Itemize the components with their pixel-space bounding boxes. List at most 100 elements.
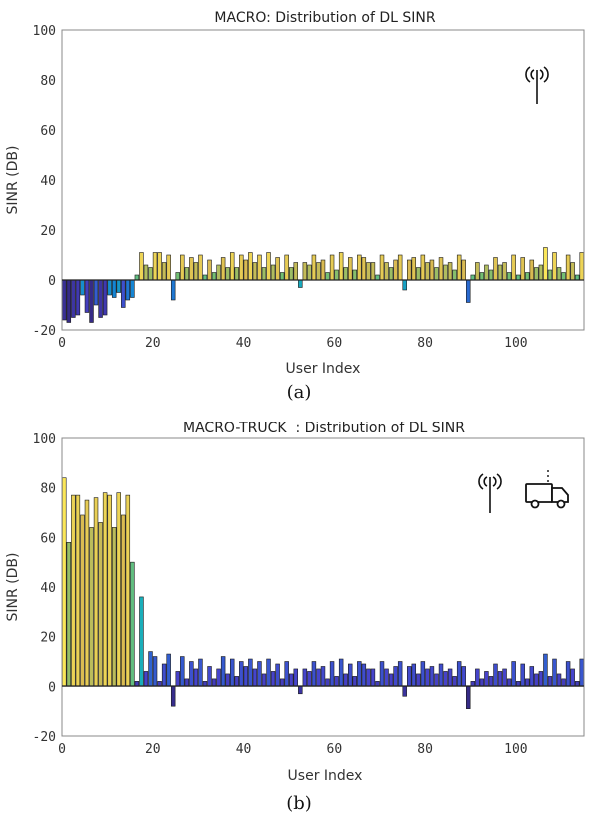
bar-37	[225, 267, 230, 281]
bar-1	[62, 477, 67, 687]
bar-46	[266, 252, 271, 281]
bar-86	[447, 262, 453, 281]
x-tick-label: 80	[417, 336, 433, 351]
bar-17	[134, 274, 140, 281]
bar-70	[375, 274, 380, 281]
bar-36	[220, 656, 226, 687]
bar-2	[66, 542, 72, 687]
chart-b-title: MACRO-TRUCK : Distribution of DL SINR	[183, 422, 465, 436]
bar-69	[370, 262, 376, 281]
bar-85	[443, 671, 448, 687]
chart-b-bars	[62, 477, 584, 709]
bar-111	[561, 272, 566, 281]
bar-49	[279, 272, 285, 281]
y-tick-label: 40	[40, 174, 56, 189]
bar-99	[506, 272, 512, 281]
bar-45	[261, 267, 267, 281]
bar-40	[239, 661, 244, 687]
bar-41	[243, 259, 249, 281]
bar-97	[497, 264, 503, 281]
bar-84	[438, 257, 444, 281]
bar-48	[275, 257, 280, 281]
bar-108	[547, 269, 553, 281]
bar-5	[80, 514, 85, 687]
bar-82	[429, 259, 435, 281]
bar-85	[443, 264, 448, 281]
bar-115	[579, 252, 584, 281]
antenna-icon	[525, 66, 549, 104]
bar-4	[75, 494, 81, 687]
bar-10	[102, 492, 108, 687]
chart-b-ylabel: SINR (DB)	[5, 553, 21, 622]
bar-84	[438, 663, 444, 687]
bar-95	[488, 269, 494, 281]
bar-12	[111, 527, 117, 687]
bar-28	[184, 267, 190, 281]
y-tick-label: -20	[33, 730, 56, 745]
bar-53	[298, 279, 303, 288]
bar-35	[216, 668, 221, 687]
bar-81	[425, 262, 430, 281]
chart-b-xlabel: User Index	[288, 768, 363, 784]
bar-93	[479, 272, 485, 281]
bar-10	[102, 279, 108, 316]
bar-68	[366, 668, 371, 687]
bar-20	[148, 267, 153, 281]
bar-109	[552, 658, 557, 687]
bar-105	[534, 673, 539, 687]
bar-75	[397, 661, 403, 687]
bar-19	[143, 264, 149, 281]
bar-44	[257, 661, 262, 687]
chart-a-bars	[62, 247, 584, 323]
bar-105	[534, 267, 539, 281]
bar-27	[180, 656, 185, 687]
bar-18	[139, 596, 144, 687]
bar-104	[529, 666, 535, 687]
bar-97	[497, 671, 503, 687]
bar-88	[456, 661, 462, 687]
bar-7	[89, 527, 94, 687]
y-tick-label: 80	[40, 74, 56, 89]
bar-8	[93, 279, 99, 306]
bar-44	[257, 254, 262, 281]
bar-80	[420, 254, 426, 281]
x-tick-label: 0	[58, 742, 66, 757]
bar-31	[198, 254, 203, 281]
bar-40	[239, 254, 244, 281]
bar-102	[520, 257, 525, 281]
x-tick-label: 40	[236, 742, 252, 757]
bar-51	[288, 673, 294, 687]
bar-51	[288, 267, 294, 281]
bar-78	[411, 257, 417, 281]
bar-91	[470, 274, 476, 281]
bar-47	[270, 671, 276, 687]
bar-73	[388, 267, 394, 281]
bar-73	[388, 673, 394, 687]
bar-96	[493, 257, 498, 281]
bar-61	[334, 676, 339, 687]
bar-109	[552, 252, 557, 281]
bar-90	[466, 279, 471, 303]
bar-11	[107, 279, 112, 296]
chart-a-xlabel: User Index	[286, 361, 361, 377]
chart-a: MACRO: Distribution of DL SINR 0 20 40 60 80…	[5, 10, 585, 377]
y-tick-label: 100	[33, 432, 56, 447]
y-tick-label: 20	[40, 224, 56, 239]
bar-86	[447, 668, 453, 687]
bar-68	[366, 262, 371, 281]
bar-57	[316, 262, 321, 281]
bar-3	[71, 494, 76, 687]
bar-96	[493, 663, 498, 687]
y-tick-label: 60	[40, 531, 56, 546]
bar-50	[284, 254, 289, 281]
bar-27	[180, 254, 185, 281]
bar-20	[148, 651, 153, 687]
y-tick-label: 100	[33, 24, 56, 39]
bar-38	[229, 658, 235, 687]
bar-36	[220, 257, 226, 281]
bar-29	[189, 257, 194, 281]
bar-64	[348, 663, 353, 687]
bar-107	[543, 653, 548, 687]
bar-32	[202, 274, 208, 281]
